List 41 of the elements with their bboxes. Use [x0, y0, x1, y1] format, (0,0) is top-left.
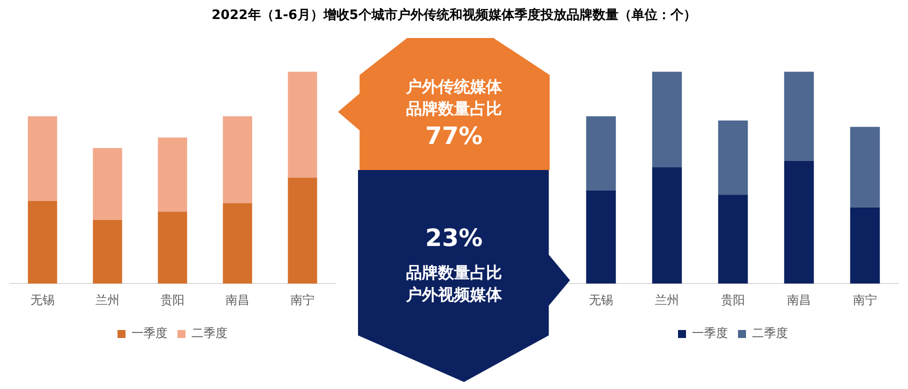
legend-label: 一季度 — [132, 326, 168, 340]
text: 品牌数量占比 — [405, 98, 503, 120]
bar — [92, 220, 122, 284]
bar — [586, 116, 616, 190]
x-tick-label: 无锡 — [589, 292, 613, 307]
bar — [850, 126, 880, 208]
x-tick-label: 兰州 — [655, 292, 679, 307]
bar — [158, 212, 188, 284]
text: 户外视频媒体 — [405, 284, 503, 306]
bar — [28, 200, 58, 284]
text: 23% — [424, 224, 484, 252]
bar — [718, 120, 748, 195]
legend-label: 一季度 — [692, 326, 728, 340]
x-tick-label: 南宁 — [290, 292, 314, 307]
text: 2022年（1-6月）增收5个城市户外传统和视频媒体季度投放品牌数量（单位：个） — [210, 6, 698, 24]
bar — [652, 72, 682, 168]
x-tick-label: 贵阳 — [721, 292, 745, 307]
bar — [784, 160, 814, 284]
bar — [288, 72, 318, 178]
x-tick-label: 无锡 — [30, 292, 54, 307]
bar — [718, 194, 748, 284]
x-tick-label: 南昌 — [226, 292, 250, 307]
text: 户外传统媒体 — [405, 76, 503, 98]
bar — [288, 178, 318, 284]
bar — [28, 116, 58, 201]
x-tick-label: 贵阳 — [160, 292, 184, 307]
bar — [850, 207, 880, 284]
text: 品牌数量占比 — [405, 262, 503, 284]
bar — [158, 137, 188, 212]
bar — [586, 190, 616, 284]
text: 77% — [424, 122, 484, 150]
bar — [652, 167, 682, 284]
bar — [222, 116, 252, 204]
x-tick-label: 南宁 — [853, 292, 877, 307]
x-tick-label: 南昌 — [787, 292, 811, 307]
legend-label: 二季度 — [752, 326, 788, 340]
x-tick-label: 兰州 — [96, 292, 120, 307]
bar — [92, 148, 122, 220]
bar — [784, 72, 814, 161]
bar — [222, 203, 252, 284]
legend-label: 二季度 — [192, 326, 228, 340]
